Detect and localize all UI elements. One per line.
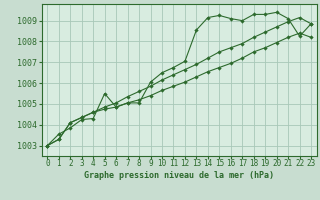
X-axis label: Graphe pression niveau de la mer (hPa): Graphe pression niveau de la mer (hPa) [84,171,274,180]
